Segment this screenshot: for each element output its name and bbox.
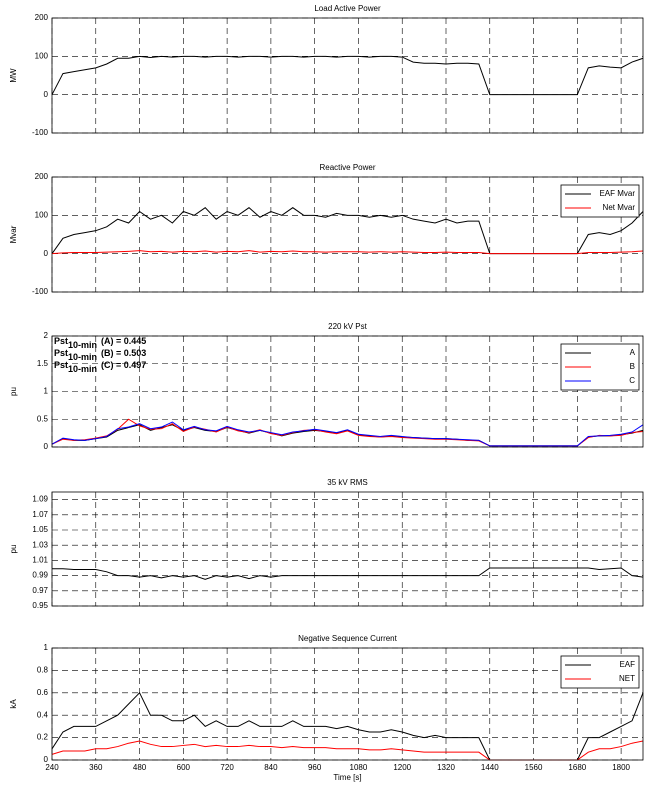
x-tick-label: 1200 <box>393 763 411 772</box>
legend-label: B <box>630 362 635 371</box>
legend-label: EAF Mvar <box>599 189 635 198</box>
annotation-label: (C) = 0.497 <box>101 360 146 370</box>
y-tick-label: 0.95 <box>32 601 48 610</box>
series-line <box>51 424 644 447</box>
legend-label: A <box>630 348 636 357</box>
y-axis-label: kA <box>9 699 18 709</box>
y-tick-label: 0 <box>44 249 49 258</box>
x-tick-label: 840 <box>264 763 278 772</box>
annotation-label: (B) = 0.503 <box>101 348 146 358</box>
x-tick-label: 1440 <box>481 763 499 772</box>
y-axis-label: Mvar <box>9 225 18 243</box>
y-tick-label: 1 <box>44 643 49 652</box>
y-tick-label: 200 <box>35 13 49 22</box>
y-tick-label: 1.05 <box>32 525 48 534</box>
y-tick-label: 0 <box>44 90 49 99</box>
series-line <box>51 207 644 255</box>
annotation-main: Pst <box>54 360 68 370</box>
y-tick-label: 1.03 <box>32 540 48 549</box>
y-tick-label: 1.5 <box>37 359 49 368</box>
annotation: Pst10-min (A) = 0.445 <box>54 336 146 350</box>
y-axis-label: MW <box>9 68 18 83</box>
x-tick-label: 1080 <box>350 763 368 772</box>
plot-frame <box>51 176 644 293</box>
series-line <box>51 421 644 447</box>
x-tick-label: 720 <box>220 763 234 772</box>
y-tick-label: 1 <box>44 387 49 396</box>
x-tick-label: 1560 <box>525 763 543 772</box>
annotation-sub: 10-min <box>68 364 97 374</box>
y-tick-label: 0 <box>44 755 49 764</box>
legend-label: EAF <box>619 660 635 669</box>
x-tick-label: 1680 <box>568 763 586 772</box>
plot-frame <box>51 335 644 448</box>
plot-frame <box>51 647 644 761</box>
series-line <box>51 250 644 255</box>
plot-frame <box>51 491 644 607</box>
legend-box <box>560 655 640 689</box>
series-line <box>51 740 644 761</box>
y-tick-label: 200 <box>35 172 49 181</box>
chart-title: 220 kV Pst <box>328 322 367 331</box>
y-tick-label: 0.2 <box>37 733 49 742</box>
annotation-sub: 10-min <box>68 340 97 350</box>
y-tick-label: 0.5 <box>37 414 49 423</box>
y-tick-label: 0.8 <box>37 666 49 675</box>
x-axis-label: Time [s] <box>333 773 361 782</box>
legend-label: C <box>629 376 635 385</box>
x-tick-label: 600 <box>177 763 191 772</box>
series-line <box>51 55 644 96</box>
y-tick-label: 0 <box>44 442 49 451</box>
annotation: Pst10-min (B) = 0.503 <box>54 348 146 362</box>
x-tick-label: 360 <box>89 763 103 772</box>
annotation-sub: 10-min <box>68 352 97 362</box>
x-tick-label: 240 <box>45 763 59 772</box>
chart-title: Negative Sequence Current <box>298 634 398 643</box>
y-tick-label: 100 <box>35 210 49 219</box>
y-tick-label: -100 <box>32 287 49 296</box>
legend-label: Net Mvar <box>603 203 636 212</box>
y-tick-label: -100 <box>32 128 49 137</box>
series-line <box>51 418 644 447</box>
legend-label: NET <box>619 674 635 683</box>
annotation-main: Pst <box>54 336 68 346</box>
annotation-main: Pst <box>54 348 68 358</box>
x-tick-label: 960 <box>308 763 322 772</box>
legend-box <box>560 184 640 218</box>
series-line <box>51 691 644 761</box>
y-tick-label: 1.07 <box>32 510 48 519</box>
plot-frame <box>51 17 644 134</box>
y-tick-label: 1.01 <box>32 556 48 565</box>
y-tick-label: 0.99 <box>32 571 48 580</box>
x-tick-label: 480 <box>133 763 147 772</box>
chart-title: Load Active Power <box>314 4 381 13</box>
y-tick-label: 1.09 <box>32 495 48 504</box>
y-axis-label: pu <box>9 387 18 396</box>
y-tick-label: 0.6 <box>37 688 49 697</box>
chart-title: Reactive Power <box>319 163 375 172</box>
annotation: Pst10-min (C) = 0.497 <box>54 360 146 374</box>
x-tick-label: 1800 <box>612 763 630 772</box>
y-tick-label: 2 <box>44 331 49 340</box>
y-axis-label: pu <box>9 545 18 554</box>
annotation-label: (A) = 0.445 <box>101 336 146 346</box>
series-line <box>52 567 644 580</box>
chart-title: 35 kV RMS <box>327 478 367 487</box>
x-tick-label: 1320 <box>437 763 455 772</box>
y-tick-label: 100 <box>35 51 49 60</box>
y-tick-label: 0.97 <box>32 586 48 595</box>
y-tick-label: 0.4 <box>37 710 49 719</box>
